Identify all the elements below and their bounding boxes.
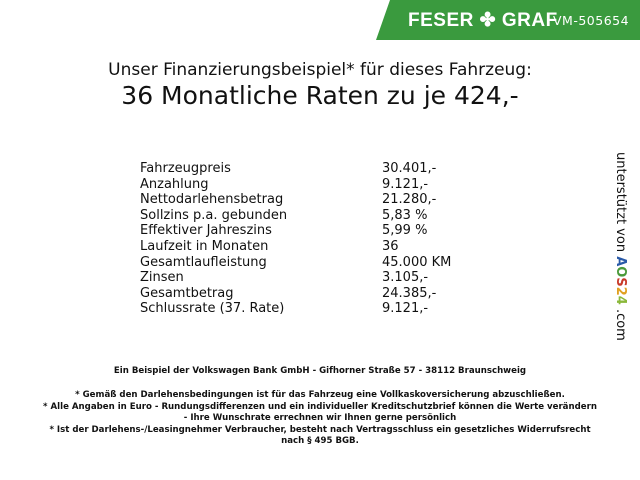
row-value: 24.385,- <box>382 285 437 301</box>
table-row: Schlussrate (37. Rate) 9.121,- <box>140 301 428 317</box>
title-line1: Unser Finanzierungsbeispiel* für dieses … <box>108 60 532 80</box>
row-label: Fahrzeugpreis <box>140 161 231 176</box>
brand-logo: FESER ✤ GRAF <box>408 9 558 32</box>
row-value: 3.105,- <box>382 270 429 286</box>
sponsor-note: unterstützt von AOS24 .com <box>613 152 628 341</box>
row-value: 36 <box>382 239 399 254</box>
row-label: Gesamtbetrag <box>140 285 234 301</box>
aos24-logo: AOS24 <box>613 256 628 305</box>
row-value: 9.121,- <box>382 301 429 317</box>
title-line2: 36 Monatliche Raten zu je 424,- <box>121 81 519 110</box>
row-value: 21.280,- <box>382 192 437 208</box>
vehicle-id: VM-505654 <box>553 13 630 28</box>
sponsor-suffix: .com <box>613 308 628 341</box>
row-label: Gesamtlaufleistung <box>140 254 267 270</box>
table-row: Laufzeit in Monaten 36 <box>140 239 399 255</box>
note-2a: * Alle Angaben in Euro - Rundungsdiffere… <box>43 402 597 412</box>
sponsor-text: unterstützt von <box>613 152 628 253</box>
row-label: Effektiver Jahreszins <box>140 223 272 239</box>
brand-name-2: GRAF <box>501 10 558 31</box>
table-row: Fahrzeugpreis 30.401,- <box>140 161 436 177</box>
note-3b: nach § 495 BGB. <box>281 436 359 446</box>
note-3a: * Ist der Darlehens-/Leasingnehmer Verbr… <box>49 425 591 435</box>
row-label: Laufzeit in Monaten <box>140 239 269 254</box>
row-label: Zinsen <box>140 270 184 286</box>
brand-name: FESER <box>408 10 474 31</box>
table-row: Sollzins p.a. gebunden 5,83 % <box>140 207 427 224</box>
row-value: 30.401,- <box>382 161 437 176</box>
table-row: Nettodarlehensbetrag 21.280,- <box>140 192 436 208</box>
clover-icon: ✤ <box>479 10 497 31</box>
bank-info: Ein Beispiel der Volkswagen Bank GmbH - … <box>113 366 527 376</box>
note-2b: - Ihre Wunschrate errechnen wir Ihnen ge… <box>183 413 457 423</box>
row-value: 45.000 KM <box>382 254 452 270</box>
row-value: 5,99 % <box>382 223 428 239</box>
row-label: Nettodarlehensbetrag <box>140 192 284 208</box>
row-label: Schlussrate (37. Rate) <box>140 301 285 317</box>
table-row: Zinsen 3.105,- <box>140 270 428 286</box>
table-row: Gesamtlaufleistung 45.000 KM <box>140 254 451 271</box>
header-banner <box>376 0 640 40</box>
table-row: Effektiver Jahreszins 5,99 % <box>140 223 427 239</box>
table-row: Gesamtbetrag 24.385,- <box>140 285 436 302</box>
table-row: Anzahlung 9.121,- <box>140 176 428 193</box>
row-label: Sollzins p.a. gebunden <box>140 207 288 223</box>
row-value: 5,83 % <box>382 207 428 223</box>
row-value: 9.121,- <box>382 176 429 192</box>
row-label: Anzahlung <box>140 176 209 192</box>
note-1: * Gemäß den Darlehensbedingungen ist für… <box>75 390 565 400</box>
